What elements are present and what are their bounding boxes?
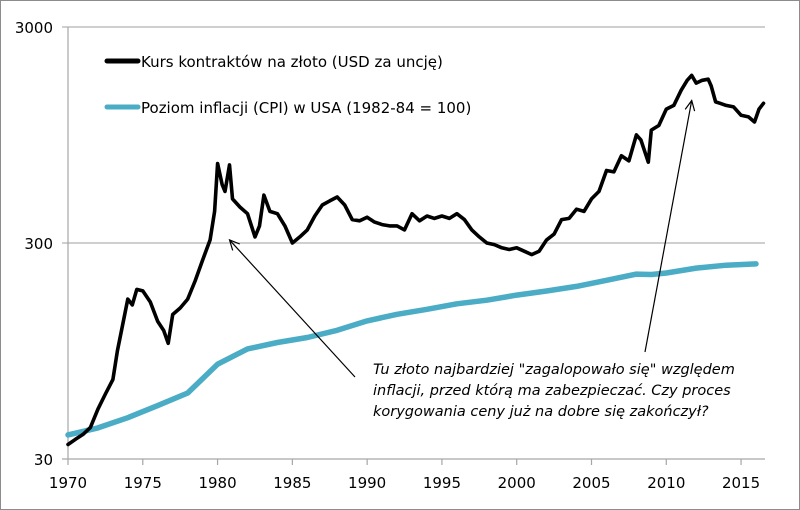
annotation-arrow-line — [229, 239, 356, 378]
x-tick-label: 2005 — [572, 474, 610, 492]
x-tick-label: 2000 — [498, 474, 536, 492]
x-tick-label: 1995 — [423, 474, 461, 492]
annotation-line-3: korygowania ceny już na dobre się zakońc… — [373, 404, 709, 420]
y-tick-label: 3000 — [15, 19, 53, 37]
x-tick-label: 1975 — [124, 474, 162, 492]
annotation-arrow-head — [228, 238, 240, 251]
x-tick-label: 1985 — [273, 474, 311, 492]
annotation: Tu złoto najbardziej "zagalopowało się" … — [373, 362, 735, 420]
x-tick-label: 2010 — [647, 474, 685, 492]
series-line-cpi — [65, 261, 759, 438]
annotation-arrow-head — [684, 99, 696, 112]
gridlines — [62, 26, 765, 244]
y-tick-label: 30 — [34, 451, 53, 469]
y-axis-ticks: 30 300 3000 — [15, 19, 53, 469]
annotation-arrows — [228, 99, 696, 378]
series-group — [65, 73, 766, 447]
annotation-line-1: Tu złoto najbardziej "zagalopowało się" … — [373, 362, 735, 378]
y-tick-label: 300 — [24, 235, 53, 253]
axes — [62, 27, 765, 460]
x-tick-label: 1980 — [198, 474, 236, 492]
annotation-line-2: inflacji, przed którą ma zabezpieczać. C… — [373, 383, 731, 399]
series-line-gold — [66, 73, 766, 447]
x-tick-label: 1990 — [348, 474, 386, 492]
annotation-arrow-line — [644, 100, 693, 353]
legend: Kurs kontraktów na złoto (USD za uncję) … — [104, 53, 471, 117]
legend-label-gold: Kurs kontraktów na złoto (USD za uncję) — [141, 53, 443, 71]
x-axis-ticks: 1970 1975 1980 1985 1990 1995 2000 2005 2010 2015 — [49, 459, 760, 492]
legend-label-cpi: Poziom inflacji (CPI) w USA (1982-84 = 1… — [141, 99, 471, 117]
x-tick-label: 1970 — [49, 474, 87, 492]
x-tick-label: 2015 — [722, 474, 760, 492]
